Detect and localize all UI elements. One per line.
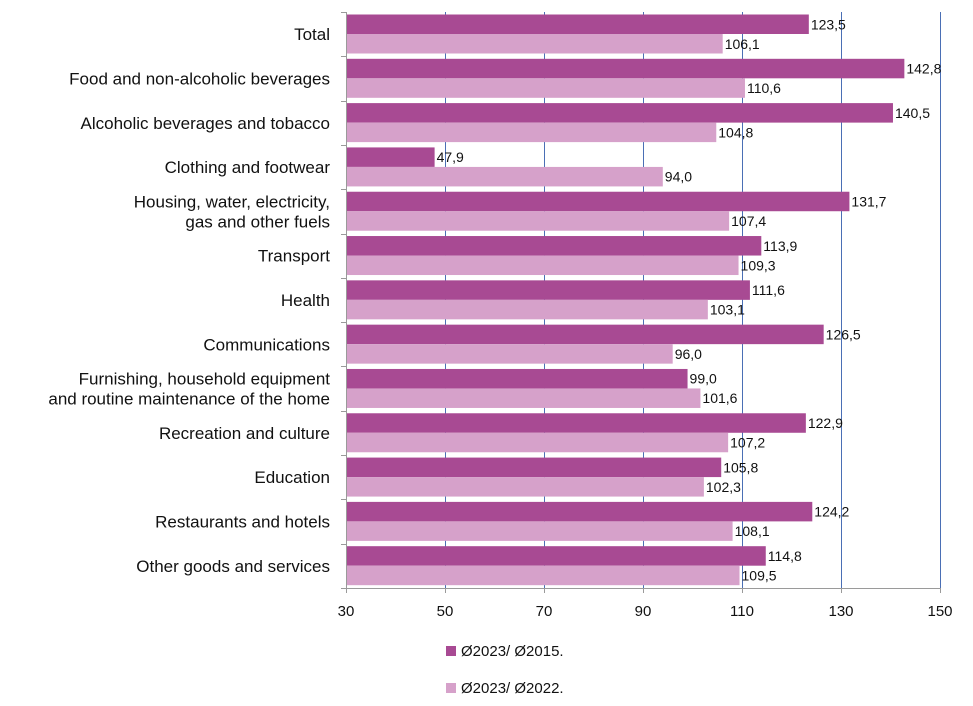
value-label: 131,7: [851, 193, 886, 209]
category-label: Recreation and culture: [159, 424, 330, 443]
legend-swatch: [446, 646, 456, 656]
value-label: 110,6: [747, 80, 781, 96]
value-label: 105,8: [723, 459, 758, 475]
legend-label: Ø2023/ Ø2015.: [461, 643, 564, 660]
bar-series1-2: [346, 103, 893, 123]
bar-series1-11: [346, 501, 813, 522]
bar-series1-0: [346, 14, 809, 34]
value-labels: 123,5 106,1 142,8 110,6 140,5 104,8 47,9 94,0 13…: [437, 16, 942, 583]
bars: [346, 14, 905, 586]
value-label: 104,8: [718, 124, 753, 140]
category-label: Restaurants and hotels: [155, 513, 330, 532]
value-label: 106,1: [725, 36, 760, 52]
value-label: 107,2: [730, 435, 765, 451]
x-tick-labels: 30 50 70 90 110 130 150: [338, 603, 953, 620]
value-label: 142,8: [906, 61, 941, 77]
value-label: 47,9: [437, 149, 464, 165]
value-label: 103,1: [710, 302, 745, 318]
category-label: Health: [281, 291, 330, 310]
category-labels: Total Food and non-alcoholic beverages Alc…: [48, 25, 330, 576]
category-label: Transport: [258, 247, 330, 266]
category-label: Clothing and footwear: [165, 158, 331, 177]
value-label: 140,5: [895, 105, 930, 121]
category-label: and routine maintenance of the home: [48, 390, 330, 409]
value-label: 101,6: [702, 390, 737, 406]
bar-series2-10: [346, 477, 704, 497]
bar-series1-3: [346, 147, 435, 167]
category-label: Total: [294, 25, 330, 44]
bar-series2-12: [346, 565, 740, 586]
category-label: Furnishing, household equipment: [79, 370, 331, 389]
bar-series1-4: [346, 191, 850, 212]
value-label: 102,3: [706, 479, 741, 495]
legend-label: Ø2023/ Ø2022.: [461, 680, 564, 697]
value-label: 108,1: [735, 523, 770, 539]
bar-series1-12: [346, 546, 766, 566]
bar-series2-6: [346, 299, 708, 320]
x-tick-label: 130: [828, 603, 853, 620]
value-label: 123,5: [811, 16, 846, 32]
bar-series1-8: [346, 368, 688, 389]
bar-series1-6: [346, 280, 750, 300]
value-label: 113,9: [763, 238, 797, 254]
bar-series2-7: [346, 344, 673, 364]
category-label: Communications: [203, 335, 330, 354]
value-label: 114,8: [768, 548, 802, 564]
value-label: 124,2: [814, 504, 849, 520]
category-label: Food and non-alcoholic beverages: [69, 69, 330, 88]
category-label: gas and other fuels: [185, 212, 330, 231]
x-tick-label: 70: [536, 603, 553, 620]
category-label: Alcoholic beverages and tobacco: [81, 114, 331, 133]
value-label: 107,4: [731, 213, 766, 229]
bar-series2-8: [346, 388, 701, 408]
value-label: 109,5: [742, 567, 777, 583]
value-label: 126,5: [826, 326, 861, 342]
x-tick-label: 30: [338, 603, 355, 620]
bar-series2-2: [346, 122, 717, 143]
legend-swatch: [446, 683, 456, 693]
value-label: 99,0: [690, 371, 717, 387]
bar-series1-7: [346, 324, 824, 345]
x-tick-label: 110: [730, 603, 754, 620]
x-tick-label: 50: [437, 603, 454, 620]
bar-series2-1: [346, 78, 745, 98]
bar-series2-3: [346, 166, 663, 187]
bar-series2-4: [346, 211, 730, 231]
category-label: Education: [254, 468, 330, 487]
value-label: 94,0: [665, 169, 692, 185]
axes: [341, 12, 941, 593]
bar-series1-10: [346, 457, 722, 478]
bar-series2-11: [346, 521, 733, 541]
bar-series2-5: [346, 255, 739, 276]
category-label: Other goods and services: [136, 557, 330, 576]
value-label: 111,6: [752, 282, 785, 298]
bar-series1-5: [346, 236, 762, 256]
value-label: 122,9: [808, 415, 843, 431]
legend: Ø2023/ Ø2015. Ø2023/ Ø2022.: [446, 643, 564, 697]
x-tick-label: 90: [635, 603, 652, 620]
x-tick-label: 150: [927, 603, 952, 620]
bar-series2-0: [346, 34, 723, 54]
bar-series2-9: [346, 432, 729, 453]
value-label: 109,3: [741, 257, 776, 273]
bar-series1-9: [346, 413, 806, 433]
value-label: 96,0: [675, 346, 702, 362]
bar-series1-1: [346, 58, 905, 79]
category-label: Housing, water, electricity,: [134, 192, 330, 211]
